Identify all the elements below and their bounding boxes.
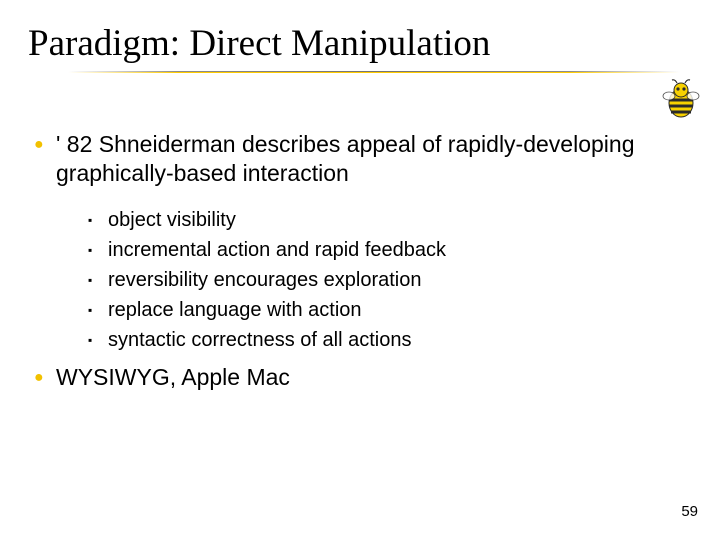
bullet-list-level2: ▪ object visibility ▪ incremental action…	[88, 205, 660, 355]
page-number: 59	[681, 503, 698, 520]
square-bullet-icon: ▪	[88, 235, 108, 265]
content-area: ● ' 82 Shneiderman describes appeal of r…	[34, 130, 660, 409]
list-item: ▪ object visibility	[88, 205, 660, 235]
buzz-mascot-icon	[658, 78, 704, 124]
list-item: ▪ reversibility encourages exploration	[88, 265, 660, 295]
bullet-icon: ●	[34, 363, 56, 393]
list-item-text: replace language with action	[108, 295, 362, 325]
list-item: ▪ incremental action and rapid feedback	[88, 235, 660, 265]
bullet-icon: ●	[34, 130, 56, 160]
bullet-list-level1: ● WYSIWYG, Apple Mac	[34, 363, 660, 393]
slide: Paradigm: Direct Manipulation ● ' 82 Shn…	[0, 0, 720, 540]
list-item: ▪ syntactic correctness of all actions	[88, 325, 660, 355]
list-item-text: syntactic correctness of all actions	[108, 325, 411, 355]
list-item-text: incremental action and rapid feedback	[108, 235, 446, 265]
square-bullet-icon: ▪	[88, 295, 108, 325]
slide-title: Paradigm: Direct Manipulation	[28, 24, 680, 65]
list-item-text: WYSIWYG, Apple Mac	[56, 363, 290, 392]
list-item-text: ' 82 Shneiderman describes appeal of rap…	[56, 130, 660, 189]
list-item-text: reversibility encourages exploration	[108, 265, 422, 295]
list-item: ▪ replace language with action	[88, 295, 660, 325]
bullet-list-level1: ● ' 82 Shneiderman describes appeal of r…	[34, 130, 660, 189]
list-item-text: object visibility	[108, 205, 236, 235]
square-bullet-icon: ▪	[88, 265, 108, 295]
title-underline	[68, 71, 680, 73]
square-bullet-icon: ▪	[88, 325, 108, 355]
list-item: ● WYSIWYG, Apple Mac	[34, 363, 660, 393]
list-item: ● ' 82 Shneiderman describes appeal of r…	[34, 130, 660, 189]
square-bullet-icon: ▪	[88, 205, 108, 235]
title-block: Paradigm: Direct Manipulation	[28, 24, 680, 73]
